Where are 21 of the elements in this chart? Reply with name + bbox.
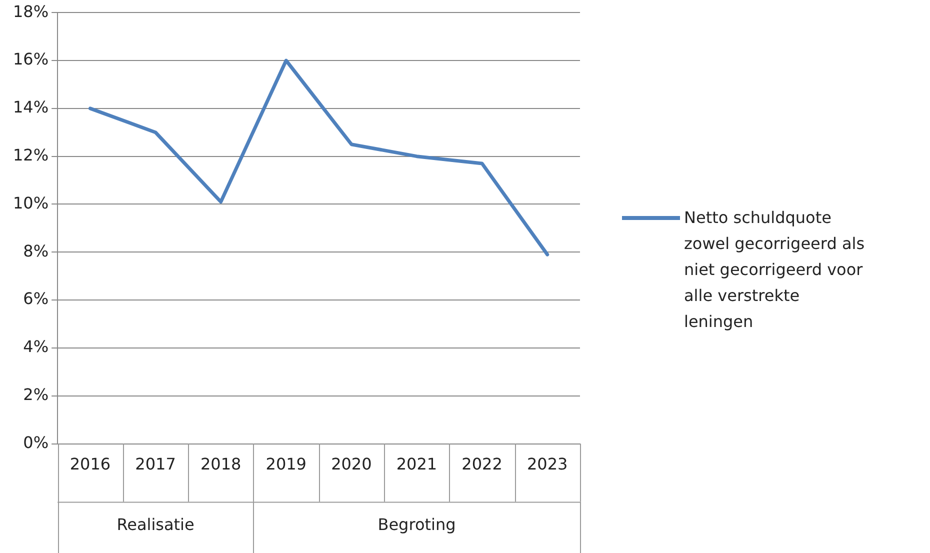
- legend-label: Netto schuldquote zowel gecorrigeerd als niet gecorrigeerd voor alle verstrekte leningen: [684, 207, 866, 333]
- x-tick-label: 2022: [462, 454, 502, 474]
- y-tick-label: 16%: [13, 50, 49, 69]
- text: Realisatie: [116, 514, 194, 534]
- x-tick-label: 2019: [266, 454, 306, 474]
- y-tick-label: 4%: [23, 337, 49, 356]
- x-tick-label: 2020: [331, 454, 372, 474]
- y-tick-label: 18%: [13, 2, 49, 21]
- x-tick-label: 2016: [70, 454, 111, 474]
- x-tick-label: 2023: [526, 454, 568, 474]
- text: Begroting: [378, 514, 456, 534]
- y-tick-label: 14%: [13, 98, 49, 117]
- y-tick-label: 12%: [13, 145, 49, 164]
- x-tick-label: 2017: [135, 454, 176, 474]
- y-tick-label: 2%: [23, 385, 49, 404]
- x-tick-label: 2021: [396, 454, 438, 474]
- y-tick-label: 6%: [23, 289, 49, 308]
- y-tick-label: 8%: [23, 241, 49, 260]
- y-tick-label: 10%: [13, 193, 49, 212]
- y-tick-label: 0%: [23, 432, 49, 452]
- x-tick-label: 2018: [200, 454, 242, 474]
